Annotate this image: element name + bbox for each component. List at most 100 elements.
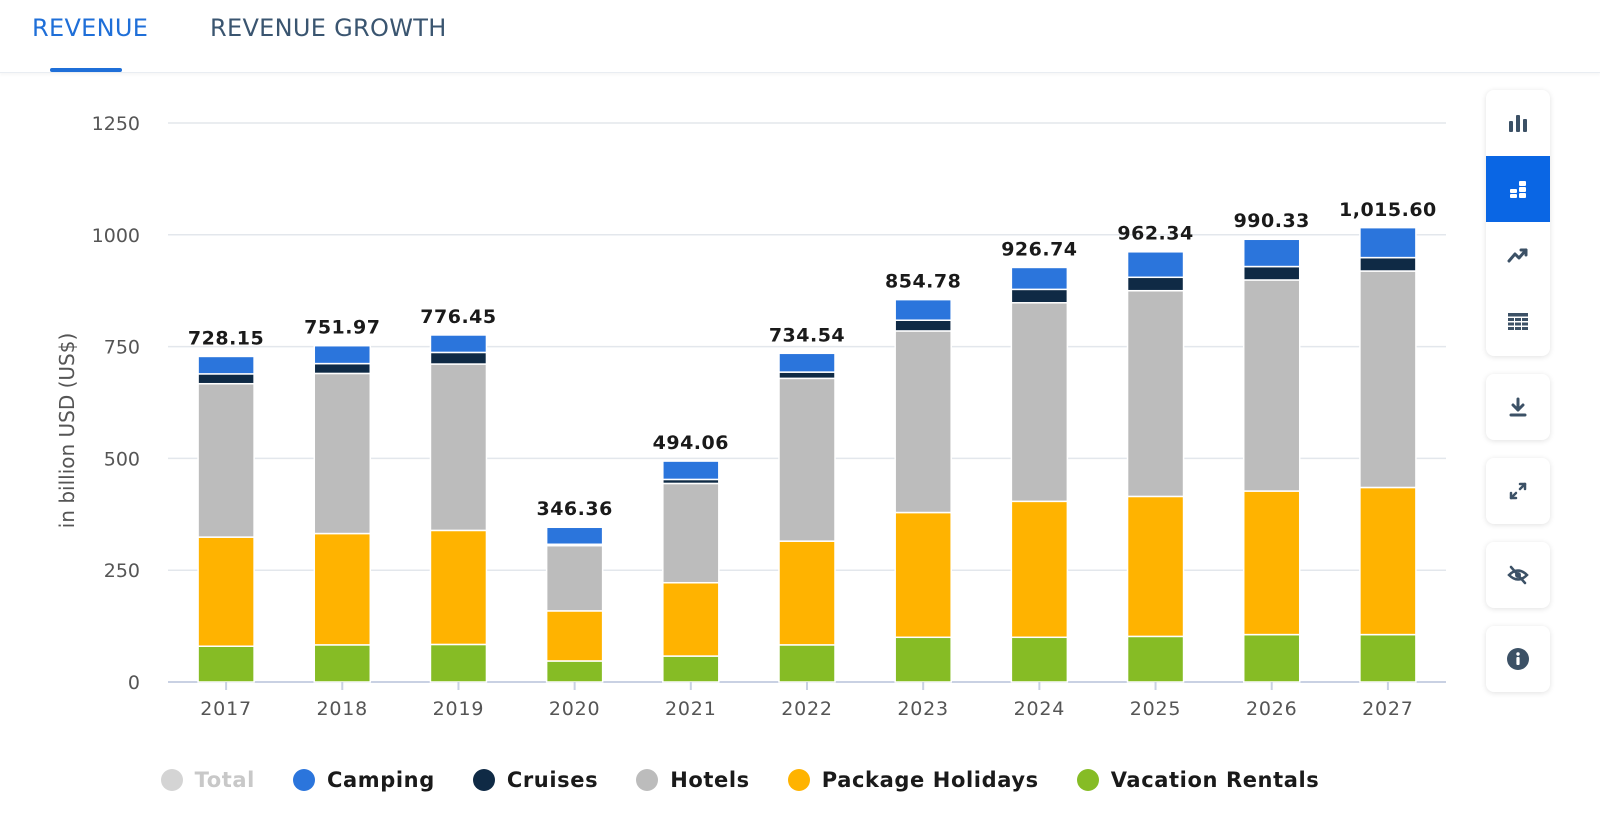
bar-segment-camping (1010, 266, 1069, 291)
bar-segment-cruises (1242, 265, 1301, 281)
x-tick-label: 2027 (1362, 698, 1414, 720)
total-data-label: 776.45 (420, 306, 496, 328)
legend-marker (292, 769, 315, 791)
bar-segment-hotels (429, 363, 488, 532)
bar-segment-vacation-rentals (1010, 636, 1069, 683)
info-group (1486, 626, 1550, 692)
legend-item-package-holidays[interactable]: Package Holidays (787, 768, 1039, 792)
download-icon (1509, 397, 1527, 417)
bar-segment-package-holidays (778, 540, 836, 646)
total-data-label: 751.97 (304, 317, 380, 339)
table-icon (1508, 313, 1528, 330)
bar-segment-package-holidays (894, 511, 952, 639)
bar-segment-vacation-rentals (662, 655, 720, 683)
legend-marker (472, 769, 495, 791)
total-data-label: 346.36 (536, 498, 612, 520)
x-tick-label: 2024 (1014, 698, 1066, 720)
bar-segment-cruises (1359, 256, 1417, 272)
y-axis-label: in billion USD (US$) (55, 333, 79, 529)
x-tick-label: 2019 (433, 698, 485, 720)
tab-revenue[interactable]: REVENUE (32, 14, 149, 42)
legend-label: Total (194, 768, 255, 792)
chart-legend: Total Camping Cruises Hotels Package Holiday… (0, 760, 1480, 800)
fullscreen-group (1486, 458, 1550, 524)
legend-marker (1076, 769, 1099, 791)
legend-marker (160, 769, 183, 791)
bar-segment-cruises (1126, 276, 1185, 292)
line-chart-button[interactable] (1486, 222, 1550, 288)
download-group (1486, 374, 1550, 440)
bar-segment-package-holidays (313, 532, 372, 646)
info-button[interactable] (1486, 626, 1550, 692)
bar-segment-vacation-rentals (429, 643, 488, 683)
bar-segment-vacation-rentals (545, 660, 604, 683)
x-tick-label: 2025 (1130, 698, 1182, 720)
bar-segment-cruises (313, 362, 372, 375)
bar-segment-camping (662, 460, 720, 481)
bar-segment-package-holidays (197, 536, 255, 647)
legend-item-total[interactable]: Total (160, 768, 255, 792)
stacked-bar-chart: 0 250 500 750 1000 1250 in billion USD (US$) 72… (55, 113, 1446, 720)
legend-marker (787, 769, 810, 791)
chart-type-group (1486, 90, 1550, 356)
legend-item-cruises[interactable]: Cruises (472, 768, 598, 792)
bar-segment-package-holidays (1242, 490, 1301, 636)
total-data-label: 962.34 (1117, 223, 1193, 245)
x-tick-label: 2022 (781, 698, 833, 720)
bar-segment-hotels (197, 382, 255, 538)
download-button[interactable] (1486, 374, 1550, 440)
y-tick-label: 750 (104, 337, 140, 359)
bar-segment-vacation-rentals (1126, 635, 1185, 683)
stacked-bar-icon (1510, 181, 1526, 198)
x-tick-label: 2018 (316, 698, 368, 720)
fullscreen-icon (1509, 482, 1527, 500)
stacked-bar-button[interactable] (1486, 156, 1550, 222)
bar-segment-vacation-rentals (778, 644, 836, 683)
bar-segment-hotels (1010, 302, 1069, 503)
legend-item-vacation-rentals[interactable]: Vacation Rentals (1076, 768, 1320, 792)
bar-segment-camping (1359, 226, 1417, 259)
bar-segment-cruises (1010, 288, 1069, 304)
total-data-label: 990.33 (1234, 210, 1310, 232)
bar-segment-vacation-rentals (197, 645, 255, 683)
y-tick-label: 1250 (92, 113, 140, 135)
active-tab-indicator (50, 68, 122, 72)
x-tick-label: 2020 (549, 698, 601, 720)
hide-button[interactable] (1486, 542, 1550, 608)
bar-segment-camping (197, 355, 255, 375)
bar-segment-vacation-rentals (313, 644, 372, 683)
legend-item-camping[interactable]: Camping (292, 768, 435, 792)
bar-segment-camping (313, 344, 372, 365)
tab-revenue-growth[interactable]: REVENUE GROWTH (210, 14, 447, 42)
bar-segment-camping (545, 526, 604, 546)
bar-chart-icon (1509, 115, 1527, 132)
y-tick-label: 500 (104, 448, 140, 470)
bar-segment-cruises (429, 351, 488, 365)
legend-item-hotels[interactable]: Hotels (636, 768, 750, 792)
x-tick-label: 2017 (200, 698, 252, 720)
x-tick-label: 2026 (1246, 698, 1298, 720)
table-view-button[interactable] (1486, 288, 1550, 354)
total-data-label: 494.06 (653, 432, 729, 454)
bar-segment-camping (1242, 238, 1301, 268)
bar-segment-hotels (778, 377, 836, 542)
bar-segment-hotels (313, 372, 372, 535)
info-icon (1507, 648, 1529, 670)
total-data-label: 734.54 (769, 325, 845, 347)
bar-segment-package-holidays (1010, 500, 1069, 639)
y-tick-label: 1000 (92, 225, 140, 247)
y-tick-label: 0 (128, 672, 140, 694)
bar-segment-cruises (778, 371, 836, 380)
legend-label: Vacation Rentals (1110, 768, 1320, 792)
bar-segment-package-holidays (1359, 486, 1417, 636)
bar-segment-vacation-rentals (1242, 633, 1301, 683)
x-tick-label: 2021 (665, 698, 717, 720)
bar-segment-hotels (894, 330, 952, 514)
total-data-label: 854.78 (885, 271, 961, 293)
fullscreen-button[interactable] (1486, 458, 1550, 524)
total-data-label: 926.74 (1001, 239, 1077, 261)
bar-segment-cruises (894, 319, 952, 332)
bar-chart-button[interactable] (1486, 90, 1550, 156)
bar-segment-vacation-rentals (1359, 633, 1417, 683)
bar-segment-package-holidays (429, 529, 488, 646)
